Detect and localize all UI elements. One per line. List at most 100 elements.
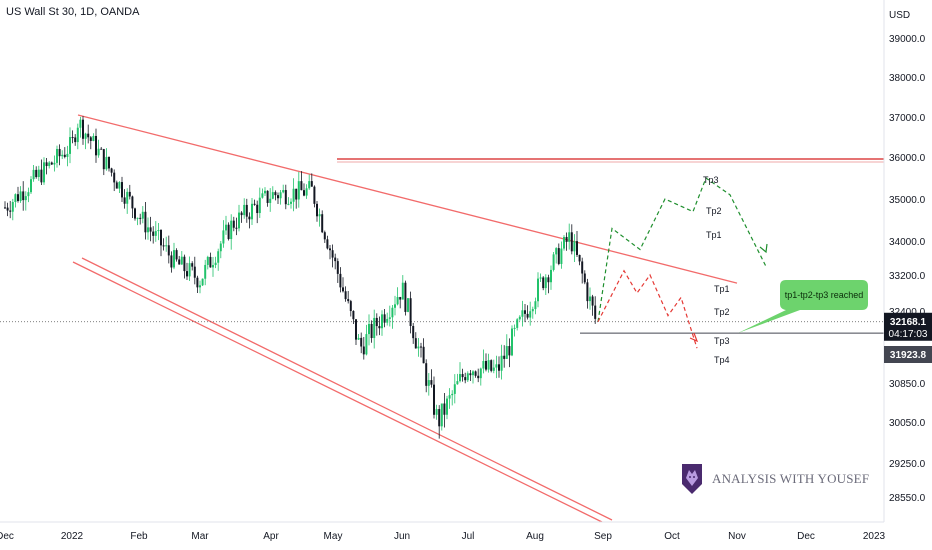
candle-body	[206, 256, 209, 265]
candle-body	[74, 137, 77, 143]
candle-body	[160, 229, 162, 246]
candle-body	[100, 148, 103, 150]
candle-body	[503, 355, 506, 359]
candle-body	[349, 301, 352, 311]
candle-body	[63, 154, 66, 157]
candle-body	[534, 301, 537, 310]
red-target-label: Tp3	[714, 336, 730, 346]
candle-body	[305, 188, 308, 196]
candle-body	[365, 334, 368, 355]
candle-body	[209, 256, 212, 268]
candle-body	[201, 278, 204, 286]
price-tick-label: 38000.0	[889, 73, 926, 84]
candle-body	[563, 236, 565, 249]
price-tick-label: 36000.0	[889, 153, 926, 164]
candle-body	[383, 314, 386, 323]
candle-body	[388, 317, 391, 319]
candle-body	[230, 220, 233, 240]
candle-body	[115, 182, 118, 189]
candle-body	[180, 256, 183, 265]
candle-body	[53, 162, 56, 165]
lower-trendline-outer	[72, 261, 603, 523]
candle-body	[212, 265, 214, 268]
candle-body	[544, 277, 547, 289]
candle-body	[368, 323, 370, 335]
candle-body	[542, 277, 545, 289]
candle-body	[321, 214, 324, 233]
candle-body	[282, 190, 285, 193]
candle-body	[165, 245, 168, 247]
candle-body	[297, 181, 300, 200]
candle-body	[347, 299, 350, 302]
time-tick-label: Apr	[263, 531, 279, 542]
candle-body	[404, 282, 407, 312]
lower-trendline-inner	[81, 257, 613, 521]
candle-body	[84, 133, 87, 139]
candle-body	[308, 181, 311, 189]
time-tick-label: May	[324, 531, 343, 542]
candle-body	[227, 224, 230, 240]
candle-body	[550, 269, 552, 283]
candle-body	[469, 373, 472, 376]
candle-body	[30, 179, 32, 193]
green-arrow-icon	[759, 243, 768, 254]
bar-countdown: 04:17:03	[889, 329, 928, 340]
candle-body	[529, 311, 532, 318]
candle-body	[22, 191, 25, 201]
candle-body	[412, 326, 415, 339]
candle-body	[500, 355, 503, 371]
price-tick-label: 32400.0	[889, 307, 926, 318]
candle-body	[105, 156, 108, 170]
candle-body	[167, 245, 170, 256]
candle-body	[56, 148, 58, 163]
candle-body	[511, 328, 513, 356]
candle-body	[479, 368, 482, 379]
candle-body	[344, 291, 347, 300]
candle-body	[279, 192, 282, 199]
candle-body	[126, 191, 129, 204]
time-tick-label: Dec	[0, 531, 14, 542]
candle-body	[313, 186, 316, 204]
candle-body	[292, 188, 295, 202]
candle-body	[45, 162, 48, 167]
candle-body	[4, 207, 6, 209]
red-target-label: Tp1	[714, 284, 730, 294]
candle-body	[87, 133, 90, 138]
candle-body	[583, 273, 586, 283]
candle-body	[232, 220, 235, 228]
candle-body	[409, 298, 412, 327]
candle-body	[461, 374, 464, 378]
candle-body	[243, 204, 246, 216]
candle-body	[378, 326, 381, 329]
candle-body	[422, 346, 425, 364]
candle-body	[79, 119, 82, 128]
upper-trendline	[77, 114, 738, 284]
candle-body	[360, 337, 363, 347]
candle-body	[40, 169, 43, 183]
candle-body	[435, 409, 438, 415]
candle-body	[266, 190, 269, 203]
candle-body	[323, 232, 326, 240]
candle-body	[417, 346, 420, 349]
candle-body	[261, 193, 264, 198]
candle-body	[357, 337, 360, 340]
candle-body	[175, 250, 178, 260]
candle-body	[459, 374, 461, 382]
candle-body	[401, 282, 404, 300]
candle-body	[217, 251, 220, 263]
candle-body	[66, 153, 69, 157]
level-price-tag	[884, 346, 932, 363]
candle-body	[420, 346, 422, 348]
candle-body	[414, 338, 417, 349]
candle-body	[58, 148, 61, 157]
candle-body	[147, 227, 149, 233]
candle-body	[6, 207, 9, 211]
candlestick-series	[4, 115, 597, 439]
candle-body	[336, 261, 339, 274]
candle-body	[69, 137, 71, 154]
candle-body	[485, 360, 487, 370]
candle-body	[407, 298, 409, 312]
time-axis[interactable]: Dec 2022 Feb Mar Apr May Jun Jul Aug Sep Oct Nov Dec…	[0, 521, 932, 550]
price-axis[interactable]: USD 39000.0 38000.0 37000.0 36000.0 35000.0 3…	[883, 0, 932, 522]
